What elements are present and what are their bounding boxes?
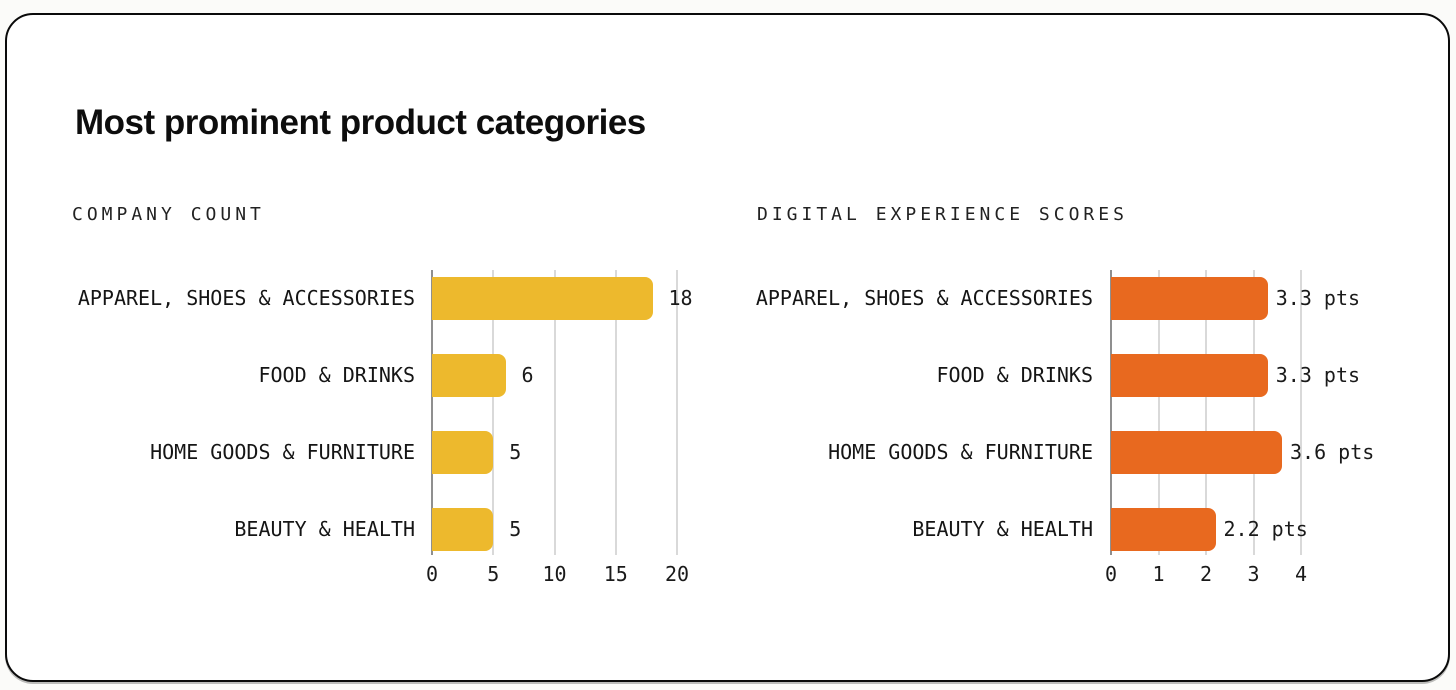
- bar: [432, 508, 494, 551]
- bar: [1111, 508, 1216, 551]
- gridline: [614, 270, 617, 555]
- bar-value-label: 18: [668, 286, 693, 310]
- category-label: APPAREL, SHOES & ACCESSORIES: [755, 286, 1093, 310]
- right-chart-title: DIGITAL EXPERIENCE SCORES: [757, 204, 1128, 225]
- gridline: [676, 270, 678, 555]
- bar-value-label: 3.3 pts: [1275, 363, 1361, 387]
- bar-value-label: 5: [509, 517, 522, 541]
- x-axis-tick-label: 0: [1104, 562, 1118, 586]
- left-chart-title: COMPANY COUNT: [72, 204, 265, 225]
- bar-value-label: 2.2 pts: [1223, 517, 1308, 541]
- chart-card: [5, 13, 1450, 682]
- gridline: [492, 270, 495, 555]
- x-axis-tick-label: 4: [1294, 562, 1308, 586]
- x-axis-tick-label: 3: [1247, 562, 1260, 586]
- x-axis-tick-label: 2: [1199, 562, 1213, 586]
- company-count-chart: 0 5 10 15 20 APPAREL, SHOES & ACCESSORIES 18 FO…: [72, 270, 752, 600]
- gridline: [1252, 270, 1255, 555]
- category-label: FOOD & DRINKS: [258, 363, 415, 387]
- bar: [1111, 277, 1268, 320]
- x-axis-tick-label: 5: [487, 562, 500, 586]
- x-axis-tick-label: 20: [664, 562, 690, 586]
- x-axis-tick-label: 1: [1152, 562, 1165, 586]
- gridline: [1157, 270, 1160, 555]
- bar-value-label: 5: [509, 440, 522, 464]
- bar-value-label: 3.3 pts: [1275, 286, 1361, 310]
- x-axis-tick-label: 15: [603, 562, 628, 586]
- bar: [432, 277, 653, 320]
- bar-value-label: 6: [521, 363, 534, 387]
- bar-value-label: 3.6 pts: [1290, 440, 1375, 464]
- x-axis-tick-label: 0: [425, 562, 439, 586]
- x-axis-tick-label: 10: [542, 562, 567, 586]
- zero-axis-line: [431, 270, 433, 555]
- bar: [1111, 354, 1268, 397]
- gridline: [553, 270, 556, 555]
- gridline: [1300, 270, 1302, 555]
- category-label: HOME GOODS & FURNITURE: [150, 440, 415, 464]
- bar: [1111, 431, 1282, 474]
- category-label: HOME GOODS & FURNITURE: [828, 440, 1093, 464]
- digital-experience-scores-chart: 0 1 2 3 4 APPAREL, SHOES & ACCESSORIES 3.3 pts…: [749, 270, 1449, 600]
- category-label: BEAUTY & HEALTH: [234, 517, 415, 541]
- page-title: Most prominent product categories: [75, 103, 646, 143]
- category-label: FOOD & DRINKS: [936, 363, 1093, 387]
- gridline: [1205, 270, 1207, 555]
- bar: [432, 431, 494, 474]
- bar: [432, 354, 506, 397]
- category-label: BEAUTY & HEALTH: [912, 517, 1093, 541]
- zero-axis-line: [1110, 270, 1112, 555]
- category-label: APPAREL, SHOES & ACCESSORIES: [77, 286, 415, 310]
